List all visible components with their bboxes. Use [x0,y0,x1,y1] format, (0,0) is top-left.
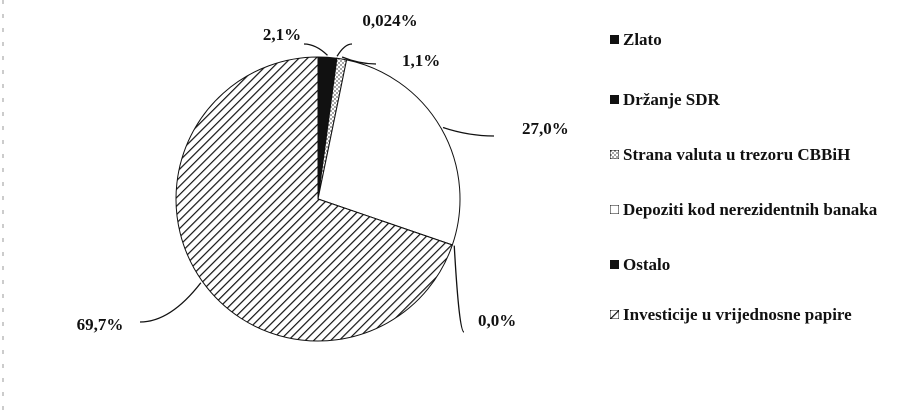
legend-label: Držanje SDR [623,90,720,109]
data-label: 69,7% [77,315,124,334]
legend-swatch-box [610,150,619,159]
leader-line [442,126,495,137]
legend-swatch [610,260,619,269]
legend-label: Zlato [623,30,662,49]
legend-label: Investicije u vrijednosne papire [623,305,852,324]
legend-item: Ostalo [610,255,670,275]
legend-swatch [610,95,619,104]
legend-swatch-box [610,35,619,44]
legend-swatch [610,35,619,44]
legend-label: Ostalo [623,255,671,274]
legend-swatch-box [610,260,619,269]
legend-item: Zlato [610,30,662,50]
data-label: 27,0% [522,119,569,138]
legend-swatch-box [610,205,619,214]
legend-swatch-box [610,95,619,104]
leader-line [303,43,328,56]
pie-slice [175,56,453,342]
leader-line [453,245,465,333]
data-label: 0,0% [478,311,516,330]
data-label: 2,1% [263,25,301,44]
legend-swatch [610,310,619,319]
pie-slice [317,59,461,246]
leader-line [341,56,377,65]
leader-line [139,282,202,323]
legend-item: Držanje SDR [610,90,720,110]
legend-item: Investicije u vrijednosne papire [610,305,852,325]
legend-label: Strana valuta u trezoru CBBiH [623,145,851,164]
leader-line [336,43,353,57]
legend-swatch-box [610,310,619,319]
legend-swatch [610,205,619,214]
legend-item: Strana valuta u trezoru CBBiH [610,145,850,165]
data-label: 1,1% [402,51,440,70]
legend-label: Depoziti kod nerezidentnih banaka [623,200,878,219]
legend-swatch [610,150,619,159]
data-label: 0,024% [362,11,417,30]
legend-item: Depoziti kod nerezidentnih banaka [610,200,877,220]
